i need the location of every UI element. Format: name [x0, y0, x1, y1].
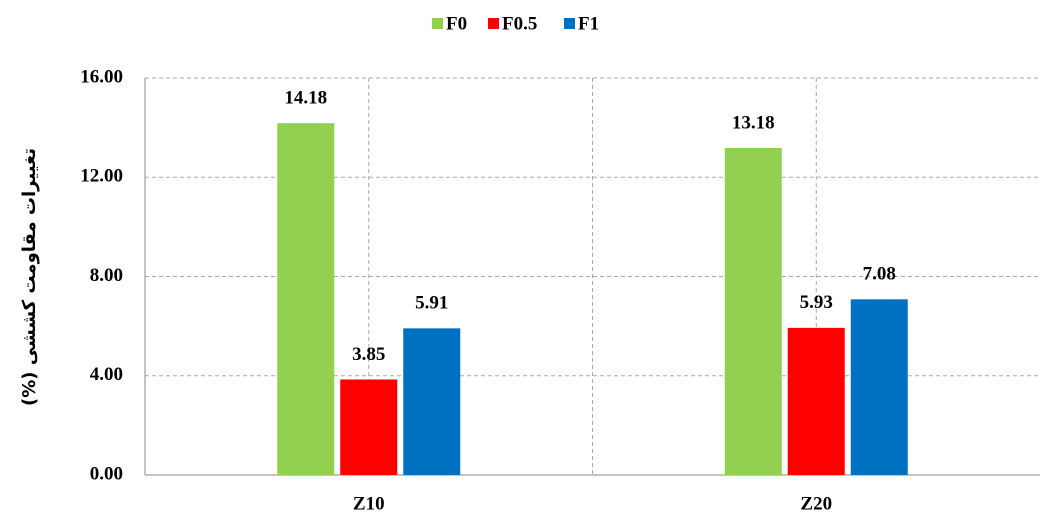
bar — [787, 327, 845, 475]
legend-label: F0.5 — [502, 13, 537, 34]
data-label: 5.91 — [415, 293, 448, 314]
bar — [724, 147, 782, 475]
bar — [403, 328, 461, 475]
y-tick-label: 12.00 — [80, 166, 123, 187]
x-tick-label: Z10 — [353, 493, 385, 514]
y-tick-label: 16.00 — [80, 66, 123, 87]
bar — [850, 299, 908, 475]
y-tick-label: 4.00 — [90, 364, 123, 385]
data-label: 7.08 — [863, 264, 896, 285]
x-tick-label: Z20 — [800, 493, 832, 514]
legend-swatch — [432, 18, 443, 29]
y-tick-label: 0.00 — [90, 463, 123, 484]
data-label: 3.85 — [352, 344, 385, 365]
data-label: 14.18 — [284, 88, 327, 109]
legend-label: F0 — [446, 13, 467, 34]
bar — [277, 123, 335, 475]
legend-label: F1 — [578, 13, 599, 34]
legend-swatch — [564, 18, 575, 29]
data-label: 5.93 — [800, 292, 833, 313]
y-tick-label: 8.00 — [90, 265, 123, 286]
data-label: 13.18 — [732, 112, 775, 133]
bar — [340, 379, 398, 475]
y-axis-label: تغییرات مقاومت کششی (%) — [19, 148, 40, 406]
legend-swatch — [488, 18, 499, 29]
